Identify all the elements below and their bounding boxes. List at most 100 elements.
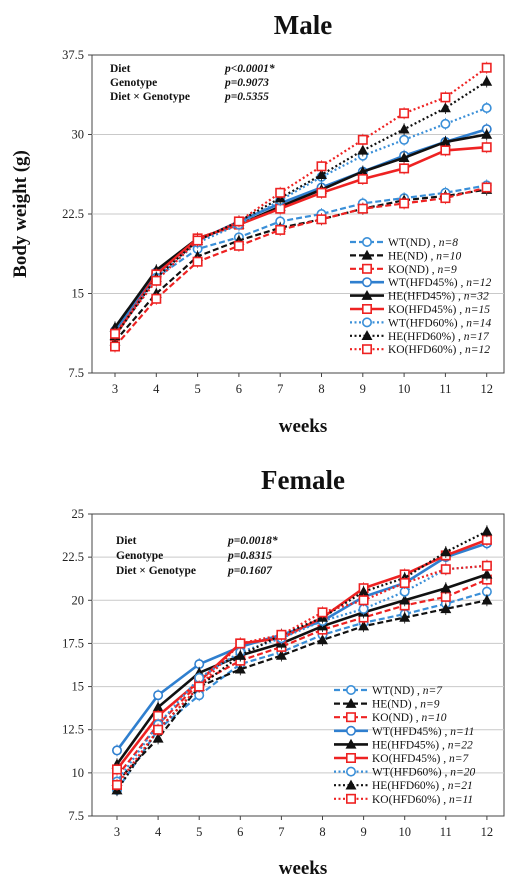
male-series-line [113, 145, 487, 337]
female-stats-p-value: p=0.0018* [227, 535, 278, 547]
female-data-point [440, 546, 452, 557]
female-legend-marker [345, 684, 356, 695]
female-legend: WT(ND) , n=7 HE(ND) , n=9KO(ND) , n=10 WT(… [334, 684, 476, 806]
male-legend-marker [361, 317, 372, 328]
female-series-line [116, 564, 487, 783]
female-stats-label: Diet × Genotype [116, 565, 196, 577]
female-y-tick-label: 10 [72, 766, 85, 780]
male-data-point [440, 118, 451, 129]
female-data-point [440, 564, 451, 575]
female-data-point [112, 745, 123, 756]
male-data-point [399, 134, 410, 145]
female-y-tick-label: 17.5 [62, 636, 84, 650]
male-data-point [192, 235, 203, 246]
male-data-point [316, 169, 327, 180]
male-x-tick-label: 7 [277, 382, 283, 396]
male-y-tick-label: 30 [72, 128, 85, 142]
female-data-point [152, 732, 164, 743]
female-y-tick-label: 22.5 [62, 550, 84, 564]
male-legend-marker [361, 344, 372, 355]
male-x-ticks: 3 4 5 6 7 8 9 10 11 12 [112, 373, 493, 396]
female-legend-marker [345, 779, 357, 790]
male-x-tick-label: 9 [360, 382, 366, 396]
male-data-point [275, 224, 286, 235]
male-legend-marker [361, 249, 373, 260]
male-data-point [440, 92, 451, 103]
female-data-point [112, 779, 123, 790]
male-legend-label: HE(ND) , n=10 [388, 250, 461, 262]
male-data-point [357, 174, 368, 185]
male-data-point [398, 152, 410, 163]
female-data-point [276, 629, 287, 640]
male-x-tick-label: 3 [112, 382, 118, 396]
female-x-axis-title: weeks [279, 858, 328, 879]
male-data-point [316, 214, 327, 225]
female-data-point [399, 578, 410, 589]
male-data-point [398, 123, 410, 134]
female-data-point [112, 764, 123, 775]
male-data-point [110, 341, 121, 352]
male-stats-p-value: p=0.5355 [224, 91, 269, 103]
female-data-point [440, 603, 452, 614]
male-y-axis-title: Body weight (g) [10, 150, 31, 278]
female-series-ko-hfd60- [112, 559, 492, 791]
male-data-point [151, 293, 162, 304]
male-legend: WT(ND) , n=8HE(ND) , n=10 KO(ND) , n=9WT(… [350, 237, 492, 356]
male-legend-label: KO(ND) , n=9 [388, 264, 457, 276]
female-stats-p-value: p=0.8315 [227, 550, 272, 562]
female-data-point [481, 525, 493, 536]
male-stats: Diet p<0.0001* Genotype p=0.9073 Diet × Geno… [110, 63, 275, 103]
male-x-tick-label: 8 [318, 382, 324, 396]
male-y-tick-label: 7.5 [68, 366, 84, 380]
male-data-point [481, 142, 492, 153]
female-data-point [194, 681, 205, 692]
male-data-point [357, 203, 368, 214]
male-legend-label: WT(HFD45%) , n=12 [388, 277, 492, 289]
male-series-line [114, 80, 488, 337]
female-legend-label: KO(ND) , n=10 [372, 712, 447, 724]
male-data-point [192, 256, 203, 267]
female-legend-label: HE(ND) , n=9 [372, 699, 440, 711]
female-data-point [399, 594, 411, 605]
female-x-tick-label: 5 [196, 825, 202, 839]
male-legend-marker [361, 289, 373, 300]
male-data-point [357, 134, 368, 145]
female-data-point [358, 595, 369, 606]
male-data-point [440, 193, 451, 204]
male-gridlines [92, 134, 504, 294]
male-data-point [399, 198, 410, 209]
female-legend-label: WT(HFD60%) , n=20 [372, 767, 476, 779]
male-series-line [114, 184, 487, 337]
female-series-line [116, 599, 488, 783]
female-legend-marker [345, 766, 356, 777]
male-legend-marker [361, 237, 372, 248]
male-y-ticks: 7.5 15 22.5 30 37.5 [62, 48, 92, 380]
male-data-point [233, 240, 244, 251]
male-series [109, 61, 493, 353]
male-data-point [316, 187, 327, 198]
male-legend-marker [361, 330, 373, 341]
male-data-point [151, 275, 162, 286]
male-x-tick-label: 6 [236, 382, 242, 396]
male-stats-label: Diet × Genotype [110, 91, 190, 103]
female-legend-label: WT(ND) , n=7 [372, 685, 443, 697]
female-y-tick-label: 20 [72, 593, 85, 607]
male-stats-p-value: p<0.0001* [224, 63, 275, 75]
female-legend-marker [345, 793, 356, 804]
female-data-point [399, 611, 411, 622]
male-legend-label: WT(ND) , n=8 [388, 237, 458, 249]
male-data-point [440, 145, 451, 156]
male-legend-marker [361, 277, 372, 288]
female-gridlines [92, 556, 504, 774]
female-x-tick-label: 10 [398, 825, 411, 839]
male-stats-label: Genotype [110, 77, 157, 89]
female-chart-title: Female [261, 465, 345, 495]
male-chart-title: Male [274, 10, 332, 40]
female-data-point [317, 607, 328, 618]
female-y-ticks: 7.5 10 12.5 15 17.5 20 22.5 25 [62, 507, 92, 823]
female-legend-label: KO(HFD45%) , n=7 [372, 753, 469, 765]
male-data-point [481, 62, 492, 73]
male-x-tick-label: 10 [398, 382, 411, 396]
male-data-point [399, 108, 410, 119]
